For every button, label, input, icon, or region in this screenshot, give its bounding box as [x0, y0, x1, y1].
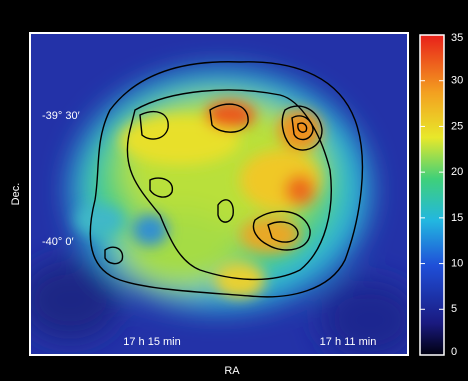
colorbar-tick-label: 0 — [451, 346, 457, 358]
chart: -39° 30′ -40° 0′ 17 h 15 min 17 h 11 min… — [0, 0, 468, 381]
colorbar-tick-label: 5 — [451, 303, 457, 315]
x-label-1: 17 h 15 min — [123, 336, 180, 348]
colorbar-tick-label: 30 — [451, 75, 463, 87]
colorbar-tick-label: 10 — [451, 257, 463, 269]
colorbar-tick-label: 35 — [451, 32, 463, 44]
sky-map — [20, 33, 420, 360]
colorbar — [420, 35, 444, 355]
y-label-1: -39° 30′ — [42, 110, 80, 122]
colorbar-tick-label: 25 — [451, 120, 463, 132]
colorbar-tick-label: 15 — [451, 212, 463, 224]
x-axis-title: RA — [224, 365, 240, 377]
x-label-2: 17 h 11 min — [320, 336, 377, 348]
y-axis-title: Dec. — [10, 183, 22, 206]
colorbar-tick-label: 20 — [451, 166, 463, 178]
y-label-2: -40° 0′ — [42, 236, 74, 248]
